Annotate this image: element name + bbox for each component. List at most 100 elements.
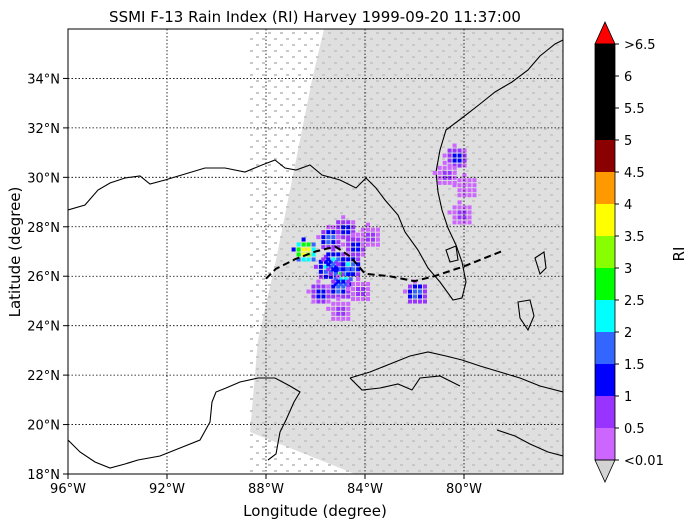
rain-cell <box>351 292 356 297</box>
rain-cell <box>336 284 341 289</box>
rain-cell <box>326 245 331 250</box>
rain-cell <box>361 282 366 287</box>
rain-cell <box>452 153 457 158</box>
x-tick-label: 80°W <box>446 482 482 497</box>
colorbar: <0.01 0.5 1 1.5 2 2.5 3 3.5 4 4.5 5 5.5 6 >6.5 <box>594 21 664 483</box>
rain-cell <box>336 267 341 272</box>
rain-cell <box>351 220 356 225</box>
rain-cell <box>365 237 370 242</box>
rain-cell <box>301 242 306 247</box>
rain-cell <box>333 267 338 272</box>
colorbar-tick-label: 3.5 <box>624 230 645 245</box>
rain-cell <box>331 311 336 316</box>
rain-cell <box>321 289 326 294</box>
x-axis-ticks: 96°W 92°W 88°W 84°W 80°W <box>50 474 482 497</box>
rain-cells <box>291 143 477 321</box>
rain-cell <box>375 232 380 237</box>
rain-cell <box>331 267 336 272</box>
rain-cell <box>417 299 422 304</box>
colorbar-tick-label: 6 <box>624 70 632 85</box>
rain-cell <box>351 297 356 302</box>
rain-cell <box>360 232 365 237</box>
rain-cell <box>442 160 447 165</box>
rain-cell <box>301 252 306 257</box>
rain-cell <box>370 242 375 247</box>
rain-cell <box>412 289 417 294</box>
rain-cell <box>447 163 452 168</box>
y-tick-label: 28°N <box>27 221 60 236</box>
colorbar-segment <box>595 172 615 204</box>
rain-cell <box>341 215 346 220</box>
rain-cell <box>346 235 351 240</box>
colorbar-segment <box>595 44 615 76</box>
rain-cell <box>412 284 417 289</box>
x-tick-label: 88°W <box>248 482 284 497</box>
rain-cell <box>321 245 326 250</box>
colorbar-segment <box>595 236 615 268</box>
rain-cell <box>326 267 331 272</box>
rain-cell <box>467 210 472 215</box>
rain-cell <box>422 299 427 304</box>
rain-cell <box>422 289 427 294</box>
rain-cell <box>457 153 462 158</box>
rain-cell <box>462 183 467 188</box>
rain-cell <box>407 294 412 299</box>
rain-cell <box>346 306 351 311</box>
y-tick-label: 18°N <box>27 468 60 483</box>
rain-cell <box>296 252 301 257</box>
rain-cell <box>462 220 467 225</box>
rain-cell <box>341 279 346 284</box>
rain-cell <box>326 262 331 267</box>
rain-cell <box>331 301 336 306</box>
y-tick-label: 20°N <box>27 419 60 434</box>
rain-cell <box>333 264 338 269</box>
rain-cell <box>331 235 336 240</box>
rain-cell <box>462 158 467 163</box>
rain-cell <box>361 287 366 292</box>
rain-cell <box>336 262 341 267</box>
rain-cell <box>356 252 361 257</box>
y-tick-label: 32°N <box>27 122 60 137</box>
rain-cell <box>457 183 462 188</box>
rain-cell <box>356 292 361 297</box>
rain-cell <box>417 289 422 294</box>
rain-cell <box>375 227 380 232</box>
colorbar-tick-label: 1.5 <box>624 358 645 373</box>
rain-cell <box>365 227 370 232</box>
rain-cell <box>370 227 375 232</box>
rain-cell <box>457 158 462 163</box>
rain-cell <box>348 282 353 287</box>
rain-cell <box>356 282 361 287</box>
rain-cell <box>442 153 447 158</box>
rain-cell <box>311 252 316 257</box>
rain-cell <box>316 235 321 240</box>
rain-cell <box>326 284 331 289</box>
rain-cell <box>331 262 336 267</box>
rain-cell <box>452 183 457 188</box>
rain-cell <box>356 237 361 242</box>
rain-cell <box>346 311 351 316</box>
rain-cell <box>462 210 467 215</box>
rain-cell <box>407 284 412 289</box>
rain-cell <box>336 294 341 299</box>
rain-cell <box>331 252 336 257</box>
colorbar-segment <box>595 140 615 172</box>
rain-cell <box>346 301 351 306</box>
rain-cell <box>447 158 452 163</box>
rain-cell <box>341 267 346 272</box>
rain-cell <box>346 289 351 294</box>
rain-cell <box>338 277 343 282</box>
rain-cell <box>316 279 321 284</box>
y-tick-label: 34°N <box>27 72 60 87</box>
rain-cell <box>291 247 296 252</box>
rain-cell <box>341 294 346 299</box>
rain-cell <box>318 269 323 274</box>
swath-dot-pattern <box>250 32 563 472</box>
map-title: SSMI F-13 Rain Index (RI) Harvey 1999-09… <box>109 8 521 26</box>
rain-cell <box>457 188 462 193</box>
rain-cell <box>462 188 467 193</box>
rain-cell <box>326 257 331 262</box>
rain-cell <box>338 282 343 287</box>
rain-cell <box>316 284 321 289</box>
rain-cell <box>351 232 356 237</box>
